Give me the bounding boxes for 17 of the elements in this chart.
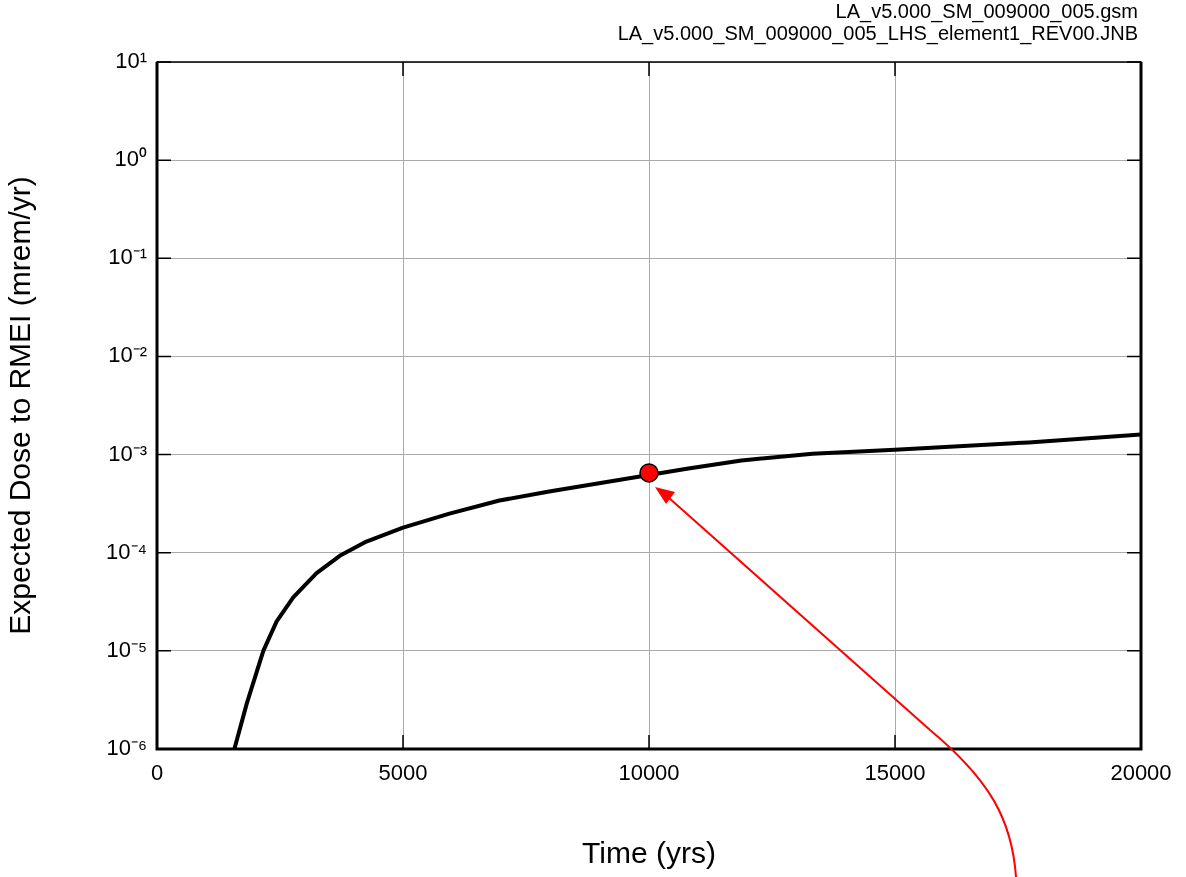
y-tick-label: 10⁻²	[108, 342, 147, 368]
y-axis-title: Expected Dose to RMEI (mrem/yr)	[3, 176, 37, 635]
x-tick-label: 15000	[864, 760, 926, 786]
y-tick-label: 10¹	[115, 48, 147, 74]
y-tick-label: 10⁻⁴	[106, 538, 147, 564]
text: LA_v5.000_SM_009000_005_LHS_element1_REV00.JNB	[617, 22, 1138, 44]
x-axis-title: Time (yrs)	[582, 836, 716, 870]
y-tick-label: 10⁻⁵	[106, 636, 147, 662]
y-tick-label: 10⁻¹	[108, 244, 147, 270]
text: LA_v5.000_SM_009000_005.gsm	[834, 0, 1138, 22]
x-tick-label: 0	[150, 760, 164, 786]
x-tick-label: 10000	[618, 760, 680, 786]
y-tick-label: 10⁻³	[108, 440, 147, 466]
y-tick-label: 10⁻⁶	[106, 735, 147, 761]
x-tick-label: 5000	[378, 760, 428, 786]
x-tick-label: 20000	[1110, 760, 1172, 786]
y-tick-label: 10⁰	[114, 146, 147, 172]
